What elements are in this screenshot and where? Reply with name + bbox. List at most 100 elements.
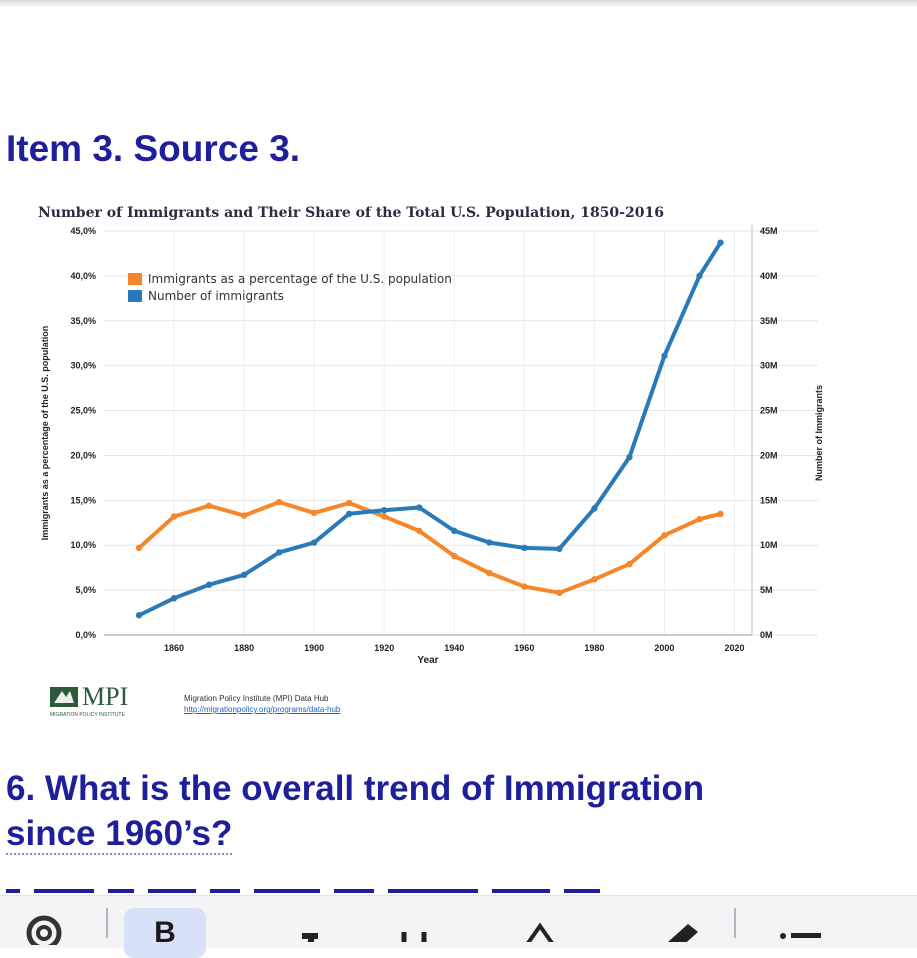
series-line-count	[137, 240, 723, 618]
x-axis-tick-label: 1880	[234, 643, 254, 653]
mpi-logo-icon: MPI MIGRATION POLICY INSTITUTE	[50, 683, 128, 718]
data-point-count	[170, 594, 178, 602]
data-point-share	[521, 583, 528, 590]
question-line-2: since 1960’s?	[6, 814, 233, 855]
data-point-share	[240, 512, 248, 519]
data-point-share	[205, 502, 213, 509]
data-point-count	[416, 504, 423, 511]
legend-swatch	[128, 290, 142, 302]
series-line-share	[137, 500, 723, 595]
left-axis-title: Immigrants as a percentage of the U.S. p…	[40, 326, 50, 541]
data-point-share	[135, 544, 143, 552]
data-point-count	[661, 352, 668, 359]
toolbar-separator	[734, 908, 736, 938]
highlighter-icon	[668, 924, 698, 942]
x-axis-tick-label: 1860	[164, 643, 184, 653]
legend-label: Immigrants as a percentage of the U.S. p…	[148, 272, 452, 286]
data-point-share	[626, 560, 633, 568]
source-link[interactable]: http://migrationpolicy.org/programs/data…	[184, 705, 341, 714]
legend-swatch	[128, 273, 142, 285]
source-credit: Migration Policy Institute (MPI) Data Hu…	[184, 694, 329, 703]
data-point-share	[486, 569, 493, 577]
data-point-share	[416, 527, 423, 535]
data-point-share	[661, 532, 668, 539]
item-heading: Item 3. Source 3.	[6, 128, 301, 169]
data-point-share	[170, 513, 178, 520]
svg-text:MPI: MPI	[82, 683, 128, 711]
right-axis-tick-label: 35M	[760, 316, 778, 326]
x-axis-tick-label: 1960	[514, 643, 534, 653]
left-axis-tick-label: 15,0%	[70, 495, 96, 505]
italic-icon	[302, 933, 318, 942]
list-button[interactable]	[770, 896, 830, 948]
data-point-count	[275, 549, 283, 556]
data-point-count	[205, 581, 213, 588]
underline-button[interactable]	[384, 896, 444, 948]
formatting-toolbar: B	[0, 895, 917, 958]
left-axis-tick-label: 35,0%	[70, 316, 96, 326]
left-axis-tick-label: 10,0%	[70, 540, 96, 550]
underline-icon	[401, 932, 427, 942]
data-point-count	[451, 527, 458, 535]
text-color-button[interactable]	[510, 896, 570, 948]
data-point-share	[310, 509, 318, 517]
x-axis-tick-label: 1920	[374, 643, 394, 653]
data-point-share	[556, 589, 563, 597]
left-axis-tick-label: 20,0%	[70, 450, 96, 460]
data-point-count	[626, 454, 633, 461]
data-point-count	[521, 544, 528, 552]
top-edge-shadow	[0, 0, 917, 8]
left-axis-tick-label: 0,0%	[75, 630, 96, 640]
left-axis-tick-label: 5,0%	[75, 585, 96, 595]
x-axis-tick-label: 2020	[724, 643, 744, 653]
x-axis-tick-label: 1900	[304, 643, 324, 653]
data-point-count	[310, 539, 318, 546]
right-axis-tick-label: 20M	[760, 450, 778, 460]
data-point-share	[451, 552, 458, 560]
chart-canvas: 0,0% 5,0% 10,0% 15,0% 20,0% 25,0% 30,0% 35,0% 40…	[40, 225, 824, 665]
right-axis-tick-label: 30M	[760, 361, 778, 371]
data-point-count	[486, 539, 493, 546]
link-button[interactable]	[14, 896, 74, 948]
data-point-share	[381, 513, 388, 520]
list-icon	[780, 933, 821, 939]
bold-button[interactable]: B	[124, 908, 206, 958]
data-point-share	[345, 499, 353, 507]
x-axis-tick-label: 1980	[584, 643, 604, 653]
data-point-count	[381, 507, 388, 514]
left-axis-tick-label: 30,0%	[70, 361, 96, 371]
left-axis-tick-label: 25,0%	[70, 406, 96, 416]
right-axis-tick-label: 15M	[760, 495, 778, 505]
highlighter-button[interactable]	[650, 896, 710, 948]
next-question-cutoff	[6, 879, 906, 893]
data-point-count	[135, 612, 143, 619]
data-point-share	[591, 576, 598, 583]
left-axis-tick-label: 45,0%	[70, 226, 96, 236]
italic-button[interactable]	[278, 896, 338, 948]
data-point-count	[696, 272, 703, 280]
question-line-1: 6. What is the overall trend of Immigrat…	[6, 769, 705, 808]
svg-text:MIGRATION POLICY INSTITUTE: MIGRATION POLICY INSTITUTE	[50, 712, 125, 718]
x-axis-tick-label: 1940	[444, 643, 464, 653]
right-axis-tick-label: 5M	[760, 585, 773, 595]
x-axis-tick-label: 2000	[654, 643, 674, 653]
right-axis-tick-label: 25M	[760, 406, 778, 416]
right-axis-title: Number of Immigrants	[814, 385, 824, 481]
left-axis-tick-label: 40,0%	[70, 271, 96, 281]
question-6: 6. What is the overall trend of Immigrat…	[6, 766, 886, 856]
data-point-count	[591, 505, 598, 512]
data-point-count	[345, 510, 353, 517]
right-axis-tick-label: 45M	[760, 226, 778, 236]
text-color-icon	[526, 922, 554, 942]
data-point-share	[275, 498, 283, 506]
data-point-share	[696, 515, 703, 523]
right-axis-tick-label: 40M	[760, 271, 778, 281]
data-point-count	[556, 545, 563, 553]
link-icon	[26, 915, 62, 945]
toolbar-separator	[106, 908, 108, 938]
immigration-chart: Number of Immigrants and Their Share of …	[0, 195, 917, 665]
right-axis-tick-label: 0M	[760, 630, 773, 640]
legend-label: Number of immigrants	[148, 289, 284, 303]
data-point-count	[717, 239, 724, 246]
right-axis-tick-label: 10M	[760, 540, 778, 550]
